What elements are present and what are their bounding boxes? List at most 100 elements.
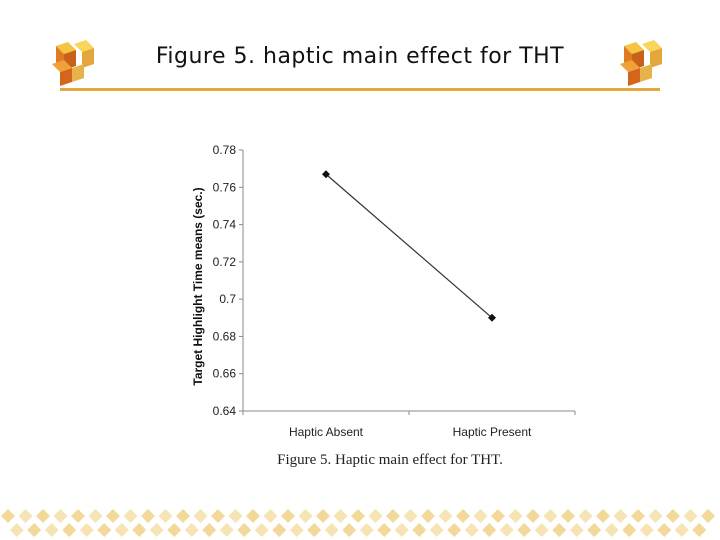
y-axis-title: Target Highlight Time means (sec.): [191, 187, 205, 385]
decorative-diamond: [272, 523, 287, 537]
decorative-diamond: [569, 523, 584, 537]
decorative-diamond: [254, 523, 269, 537]
decorative-diamond: [141, 509, 155, 523]
decorative-diamond: [333, 509, 348, 523]
decorative-diamond: [578, 509, 593, 523]
decorative-diamond: [438, 509, 453, 523]
y-tick-label: 0.66: [213, 367, 237, 381]
decorative-diamond: [114, 523, 129, 537]
decorative-diamond: [324, 523, 339, 537]
decorative-diamond: [176, 509, 190, 523]
decorative-diamond: [263, 509, 278, 523]
data-point-marker: [322, 170, 330, 179]
y-tick-label: 0.76: [213, 180, 237, 194]
decorative-diamond: [36, 509, 50, 523]
decorative-diamond: [394, 523, 409, 537]
decorative-diamond: [132, 523, 147, 537]
decorative-diamond: [622, 523, 637, 537]
decorative-diamond: [421, 509, 435, 523]
decorative-diamond: [587, 523, 602, 537]
decorative-diamond: [62, 523, 77, 537]
decorative-diamond: [342, 523, 357, 537]
decorative-diamond: [508, 509, 523, 523]
decorative-diamond: [499, 523, 514, 537]
decorative-diamond: [351, 509, 365, 523]
decorative-diamond: [543, 509, 558, 523]
decorative-diamond: [149, 523, 164, 537]
decorative-diamond: [219, 523, 234, 537]
decorative-diamond: [386, 509, 400, 523]
decorative-diamond: [88, 509, 103, 523]
decorative-diamond: [228, 509, 243, 523]
decorative-diamond: [246, 509, 260, 523]
decorative-diamond: [517, 523, 532, 537]
decorative-diamond: [683, 509, 698, 523]
cube-logo-icon: [620, 40, 662, 86]
y-tick-label: 0.68: [213, 329, 237, 343]
decorative-diamond: [403, 509, 418, 523]
decorative-diamond: [701, 509, 715, 523]
decorative-diamond: [359, 523, 374, 537]
decorative-diamond: [674, 523, 689, 537]
y-tick-label: 0.7: [219, 292, 236, 306]
y-tick-label: 0.72: [213, 255, 237, 269]
decorative-diamond: [491, 509, 505, 523]
decorative-diamond: [377, 523, 392, 537]
y-tick-label: 0.74: [213, 218, 237, 232]
x-tick-label: Haptic Present: [453, 425, 532, 439]
line-chart: 0.78 0.76 0.74 0.72 0.7 0.68 0.66 0.64 Haptic Ab…: [180, 135, 600, 475]
decorative-diamond: [193, 509, 208, 523]
decorative-diamond: [596, 509, 610, 523]
cube-logo-icon: [52, 40, 94, 86]
decorative-diamond: [482, 523, 497, 537]
decorative-diamond: [123, 509, 138, 523]
slide-title: Figure 5. haptic main effect for THT: [155, 44, 565, 69]
decorative-diamond: [552, 523, 567, 537]
decorative-diamond: [18, 509, 33, 523]
decorative-diamond: [604, 523, 619, 537]
decorative-diamond: [298, 509, 313, 523]
chart-canvas: 0.78 0.76 0.74 0.72 0.7 0.68 0.66 0.64 Haptic Ab…: [191, 143, 576, 439]
decorative-diamond: [184, 523, 199, 537]
decorative-diamond: [237, 523, 252, 537]
decorative-diamond: [53, 509, 68, 523]
decorative-diamond: [456, 509, 470, 523]
series-line: [325, 173, 493, 319]
decorative-diamond: [106, 509, 120, 523]
decorative-diamond: [281, 509, 295, 523]
decorative-diamond-band: [1, 509, 715, 537]
decorative-diamond: [534, 523, 549, 537]
data-point-marker: [488, 313, 496, 322]
decorative-diamond: [429, 523, 444, 537]
figure-caption: Figure 5. Haptic main effect for THT.: [277, 452, 503, 468]
decorative-diamond: [202, 523, 217, 537]
decorative-diamond: [79, 523, 94, 537]
decorative-diamond: [473, 509, 488, 523]
decorative-diamond: [307, 523, 322, 537]
title-divider: [60, 88, 660, 91]
decorative-diamond: [447, 523, 462, 537]
decorative-diamond: [631, 509, 645, 523]
y-tick-label: 0.78: [213, 143, 237, 157]
decorative-diamond: [692, 523, 707, 537]
decorative-diamond: [27, 523, 42, 537]
decorative-diamond: [211, 509, 225, 523]
decorative-diamond: [648, 509, 663, 523]
decorative-diamond: [464, 523, 479, 537]
decorative-diamond: [44, 523, 59, 537]
decorative-diamond: [561, 509, 575, 523]
decorative-diamond: [289, 523, 304, 537]
x-tick-label: Haptic Absent: [289, 425, 364, 439]
decorative-diamond: [158, 509, 173, 523]
decorative-diamond: [316, 509, 330, 523]
decorative-diamond: [9, 523, 24, 537]
decorative-diamond: [666, 509, 680, 523]
decorative-diamond: [368, 509, 383, 523]
y-tick-label: 0.64: [213, 404, 237, 418]
decorative-diamond: [657, 523, 672, 537]
decorative-diamond: [412, 523, 427, 537]
decorative-diamond: [1, 509, 15, 523]
decorative-diamond: [526, 509, 540, 523]
decorative-diamond: [167, 523, 182, 537]
decorative-diamond: [639, 523, 654, 537]
